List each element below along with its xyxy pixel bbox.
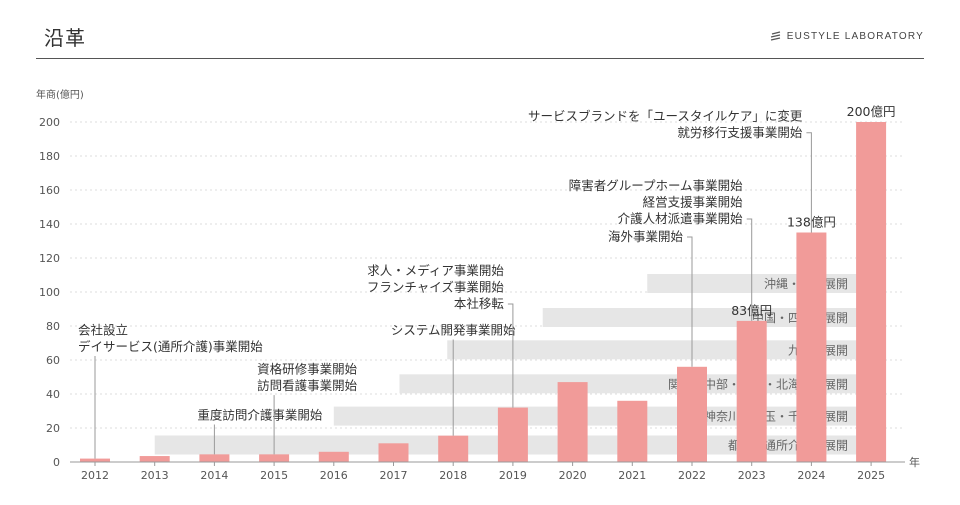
x-tick-label-2016: 2016 — [320, 469, 348, 482]
bar-2017 — [378, 443, 409, 462]
x-tick-label-2023: 2023 — [738, 469, 766, 482]
annotation-2015-line-0: 資格研修事業開始 — [257, 362, 358, 377]
y-tick-label-20: 20 — [46, 422, 60, 435]
annotation-2012-line-0: 会社設立 — [78, 323, 128, 338]
y-tick-label-140: 140 — [39, 218, 60, 231]
annotation-2023-line-0: 障害者グループホーム事業開始 — [569, 178, 743, 193]
annotation-2019-line-2: 本社移転 — [454, 296, 505, 311]
annotation-2018-line-0: システム開発事業開始 — [391, 323, 516, 338]
bar-2012 — [80, 458, 110, 462]
annotation-2019-line-1: フランチャイズ事業開始 — [367, 280, 505, 295]
bar-2023 — [736, 320, 767, 462]
value-label-2025: 200億円 — [847, 104, 896, 119]
x-axis-unit: 年 — [909, 455, 920, 469]
annotation-2022-line-0: 海外事業開始 — [608, 229, 684, 244]
x-tick-label-2018: 2018 — [439, 469, 467, 482]
annotation-2014-line-0: 重度訪問介護事業開始 — [197, 408, 323, 423]
x-tick-label-2017: 2017 — [380, 469, 408, 482]
page-title: 沿革 — [44, 26, 86, 50]
annotation-2018: システム開発事業開始 — [391, 323, 516, 436]
x-tick-label-2012: 2012 — [81, 469, 109, 482]
expansion-band-4 — [542, 308, 872, 327]
x-tick-label-2025: 2025 — [857, 469, 885, 482]
y-tick-label-120: 120 — [39, 252, 60, 265]
y-tick-label-60: 60 — [46, 354, 60, 367]
y-tick-label-0: 0 — [53, 456, 60, 469]
annotation-2014: 重度訪問介護事業開始 — [197, 408, 323, 455]
annotation-2019-leader — [507, 303, 514, 408]
bar-2024 — [796, 232, 827, 462]
y-axis-title: 年商(億円) — [36, 88, 84, 101]
annotation-2022: 海外事業開始 — [608, 229, 693, 367]
y-tick-label-40: 40 — [46, 388, 60, 401]
bar-2018 — [438, 435, 469, 462]
annotation-2015-line-1: 訪問看護事業開始 — [257, 378, 358, 393]
bar-2013 — [139, 456, 170, 462]
header-divider — [36, 58, 924, 59]
y-tick-label-200: 200 — [39, 116, 60, 129]
annotation-2012-line-1: デイサービス(通所介護)事業開始 — [78, 339, 263, 354]
y-tick-label-100: 100 — [39, 286, 60, 299]
bar-2022 — [677, 366, 707, 462]
annotation-2023-leader — [746, 218, 753, 321]
x-tick-label-2015: 2015 — [260, 469, 288, 482]
annotation-2022-leader — [687, 236, 693, 367]
x-tick-label-2022: 2022 — [678, 469, 706, 482]
y-tick-label-180: 180 — [39, 150, 60, 163]
annotation-2019-line-0: 求人・メディア事業開始 — [367, 263, 504, 278]
annotation-2024-line-1: 就労移行支援事業開始 — [677, 125, 803, 140]
x-tick-label-2024: 2024 — [797, 469, 825, 482]
bar-series — [80, 122, 887, 462]
axes: 0 20 40 60 80 100 120 140 160 180 200 年商(億円) 2012 201… — [36, 88, 920, 482]
bar-2021 — [617, 400, 648, 462]
annotation-2023-line-1: 経営支援事業開始 — [643, 195, 744, 210]
brand-logo: EUSTYLE LABORATORY — [770, 31, 924, 42]
y-tick-label-80: 80 — [46, 320, 60, 333]
x-tick-label-2013: 2013 — [141, 469, 169, 482]
annotation-2024-leader — [806, 132, 812, 233]
bar-2025 — [856, 122, 887, 462]
brand-name: EUSTYLE LABORATORY — [786, 31, 924, 42]
bar-2019 — [497, 407, 528, 462]
x-tick-label-2014: 2014 — [200, 469, 228, 482]
bar-2014 — [199, 454, 230, 462]
annotation-2023-line-2: 介護人材派遣事業開始 — [618, 211, 744, 226]
bar-2016 — [318, 451, 349, 462]
x-tick-label-2019: 2019 — [499, 469, 527, 482]
annotation-2024-line-0: サービスブランドを「ユースタイルケア」に変更 — [528, 108, 803, 123]
x-tick-label-2021: 2021 — [618, 469, 646, 482]
x-tick-label-2020: 2020 — [559, 469, 587, 482]
stacked-lines-icon — [770, 31, 780, 41]
annotations: 83億円138億円200億円会社設立デイサービス(通所介護)事業開始重度訪問介護… — [78, 104, 896, 459]
y-tick-label-160: 160 — [39, 184, 60, 197]
bar-2020 — [557, 382, 588, 462]
bar-2015 — [259, 454, 290, 462]
